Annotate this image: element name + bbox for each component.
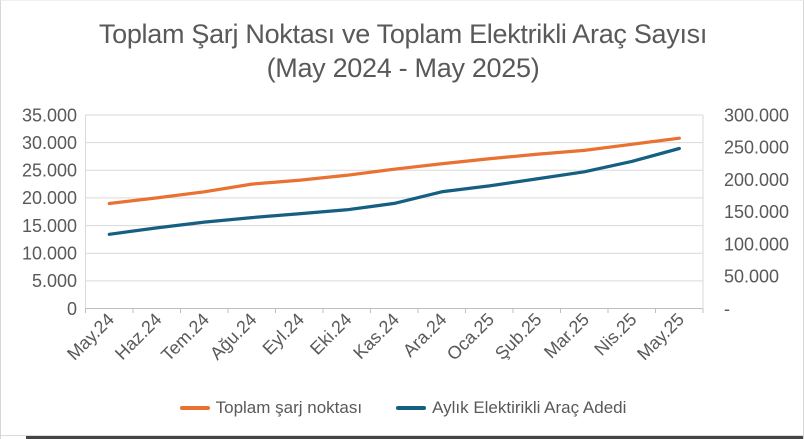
legend-swatch bbox=[396, 406, 427, 410]
x-axis-label: May.25 bbox=[633, 309, 688, 364]
right-axis-tick-label: 300.000 bbox=[724, 105, 789, 125]
x-axis-label: Eyl.24 bbox=[259, 309, 309, 359]
left-axis-tick-label: 10.000 bbox=[22, 244, 77, 264]
x-axis-label: Ara.24 bbox=[399, 309, 451, 361]
x-axis-label: Kas.24 bbox=[349, 309, 403, 363]
x-axis-label: Haz.24 bbox=[111, 309, 165, 363]
left-axis-tick-label: 15.000 bbox=[22, 216, 77, 236]
x-axis-label: Nis.25 bbox=[590, 309, 640, 359]
chart-bottom-border bbox=[1, 435, 803, 436]
left-axis-tick-label: 35.000 bbox=[22, 105, 77, 125]
x-axis-label: Tem.24 bbox=[157, 309, 213, 365]
chart-title-line1: Toplam Şarj Noktası ve Toplam Elektrikli… bbox=[98, 19, 708, 49]
x-axis-label: Şub.25 bbox=[491, 309, 545, 363]
right-axis-tick-label: 50.000 bbox=[724, 267, 779, 287]
series-line-ayl-k-elektirikli-ara-adedi bbox=[107, 146, 681, 236]
right-axis-tick-label: - bbox=[724, 299, 730, 319]
chart-title-line2: (May 2024 - May 2025) bbox=[266, 53, 540, 83]
x-axis-label: May.24 bbox=[63, 309, 118, 364]
legend-item-0: Toplam şarj noktası bbox=[179, 398, 363, 418]
series-line-toplam-arj-noktas- bbox=[107, 136, 681, 206]
right-axis-tick-label: 200.000 bbox=[724, 170, 789, 190]
right-axis-tick-label: 250.000 bbox=[724, 138, 789, 158]
left-axis-tick-label: 25.000 bbox=[22, 161, 77, 181]
legend-item-1: Aylık Elektirikli Araç Adedi bbox=[396, 398, 626, 418]
legend-label: Toplam şarj noktası bbox=[215, 398, 363, 417]
right-axis-tick-label: 150.000 bbox=[724, 202, 789, 222]
legend-swatch bbox=[179, 406, 210, 410]
x-axis-label: Eki.24 bbox=[306, 309, 356, 359]
chart-title: Toplam Şarj Noktası ve Toplam Elektrikli… bbox=[1, 17, 803, 85]
x-axis-label: Ağu.24 bbox=[206, 309, 260, 363]
right-axis-tick-label: 100.000 bbox=[724, 234, 789, 254]
x-axis-label: Oca.25 bbox=[443, 309, 498, 364]
left-axis-tick-label: 30.000 bbox=[22, 133, 77, 153]
x-axis-label: Mar.25 bbox=[540, 309, 593, 362]
chart-legend: Toplam şarj noktası Aylık Elektirikli Ara… bbox=[1, 397, 803, 419]
left-axis-tick-label: 5.000 bbox=[32, 271, 77, 291]
left-axis-tick-label: 0 bbox=[67, 299, 77, 319]
left-axis-tick-label: 20.000 bbox=[22, 188, 77, 208]
bottom-edge-bar bbox=[26, 436, 803, 439]
legend-label: Aylık Elektirikli Araç Adedi bbox=[432, 398, 627, 417]
